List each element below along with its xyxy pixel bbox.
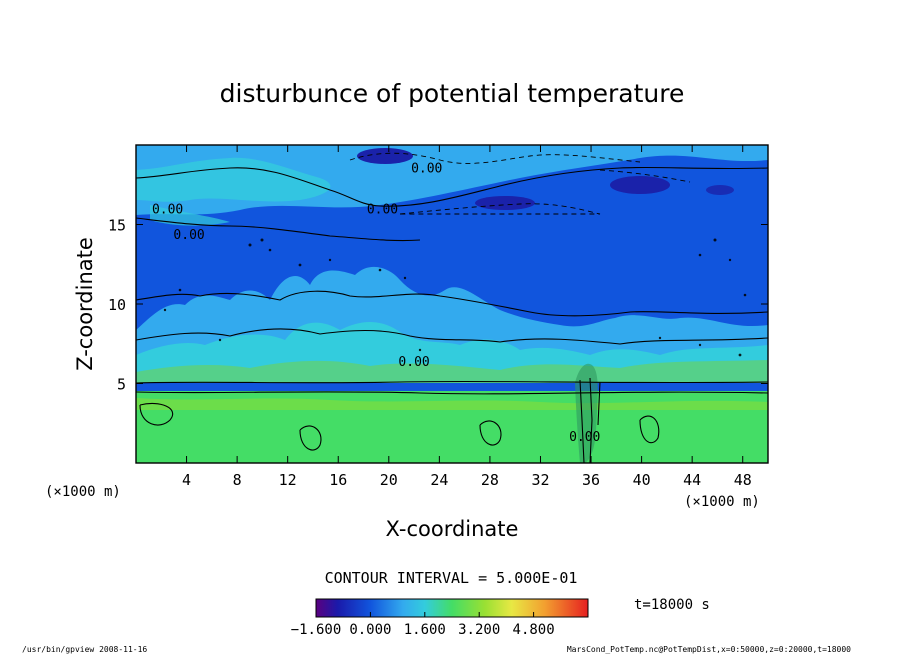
chart-title: disturbunce of potential temperature [220, 79, 685, 108]
speckles [163, 238, 747, 357]
contour-lines-dashed [349, 152, 691, 215]
field-top-cyan [136, 157, 331, 202]
x-axis-label: X-coordinate [386, 517, 519, 541]
y-tick-label: 10 [108, 296, 126, 314]
contour-label: 0.00 [152, 203, 183, 218]
colorbar-tick-label: 3.200 [458, 622, 500, 638]
footer-left: /usr/bin/gpview 2008-11-16 [22, 645, 147, 654]
field-lower-lime [136, 398, 768, 410]
x-tick-label: 40 [633, 471, 651, 489]
contour-label: 0.00 [398, 355, 429, 370]
contour-interval: CONTOUR INTERVAL = 5.000E-01 [325, 569, 578, 587]
x-tick-label: 12 [279, 471, 297, 489]
y-axis-ticks: 5 10 15 [108, 217, 768, 394]
x-tick-label: 48 [734, 471, 752, 489]
contour-label: 0.00 [569, 430, 600, 445]
contour-label: 0.00 [411, 161, 442, 176]
colorbar-tick-label: −1.600 [291, 622, 342, 638]
contour-label: 0.00 [367, 203, 398, 218]
field-thin-band [136, 383, 768, 391]
x-tick-label: 28 [481, 471, 499, 489]
y-tick-label: 15 [108, 217, 126, 235]
colorbar-tick-label: 1.600 [404, 622, 446, 638]
contour-label: 0.00 [173, 228, 204, 243]
x-unit-left: (×1000 m) [45, 484, 121, 500]
heatmap-field: 0.00 0.00 0.00 0.00 0.00 0.00 [136, 145, 768, 463]
x-axis-ticks: 4 8 12 16 20 24 28 32 36 40 44 48 [182, 145, 752, 489]
y-tick-label: 5 [117, 376, 126, 394]
x-tick-label: 36 [582, 471, 600, 489]
time-label: t=18000 s [634, 597, 710, 613]
x-tick-label: 16 [329, 471, 347, 489]
colorbar-tick-label: 0.000 [349, 622, 391, 638]
colorbar-gradient [315, 598, 589, 618]
colorbar-tick-label: 4.800 [513, 622, 555, 638]
x-tick-label: 8 [233, 471, 242, 489]
x-tick-label: 32 [531, 471, 549, 489]
field-top-cyan-2 [150, 205, 230, 226]
x-tick-label: 4 [182, 471, 191, 489]
x-tick-label: 44 [683, 471, 701, 489]
colorbar: −1.600 0.000 1.600 3.200 4.800 [291, 598, 589, 638]
x-unit-right: (×1000 m) [684, 494, 760, 510]
contour-labels: 0.00 0.00 0.00 0.00 0.00 0.00 [152, 161, 600, 445]
x-tick-label: 20 [380, 471, 398, 489]
navy-patch-2 [475, 196, 535, 210]
colorbar-ticks: −1.600 0.000 1.600 3.200 4.800 [291, 612, 555, 638]
x-tick-label: 24 [430, 471, 448, 489]
y-axis-label: Z-coordinate [73, 237, 97, 371]
contour-lines [136, 166, 768, 463]
field-mid-green [136, 360, 768, 385]
navy-patch-4 [706, 185, 734, 195]
navy-patch-3 [610, 176, 670, 194]
footer-right: MarsCond_PotTemp.nc@PotTempDist,x=0:5000… [567, 645, 851, 654]
navy-patch-1 [357, 148, 413, 164]
